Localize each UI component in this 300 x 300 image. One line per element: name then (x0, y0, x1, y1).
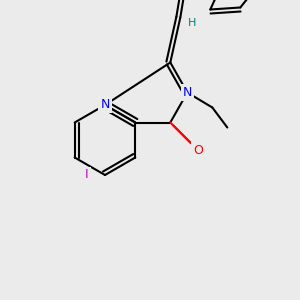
Text: O: O (194, 144, 203, 157)
Text: I: I (85, 169, 89, 182)
Text: H: H (188, 17, 196, 28)
Text: N: N (100, 98, 110, 112)
Text: N: N (183, 86, 192, 99)
